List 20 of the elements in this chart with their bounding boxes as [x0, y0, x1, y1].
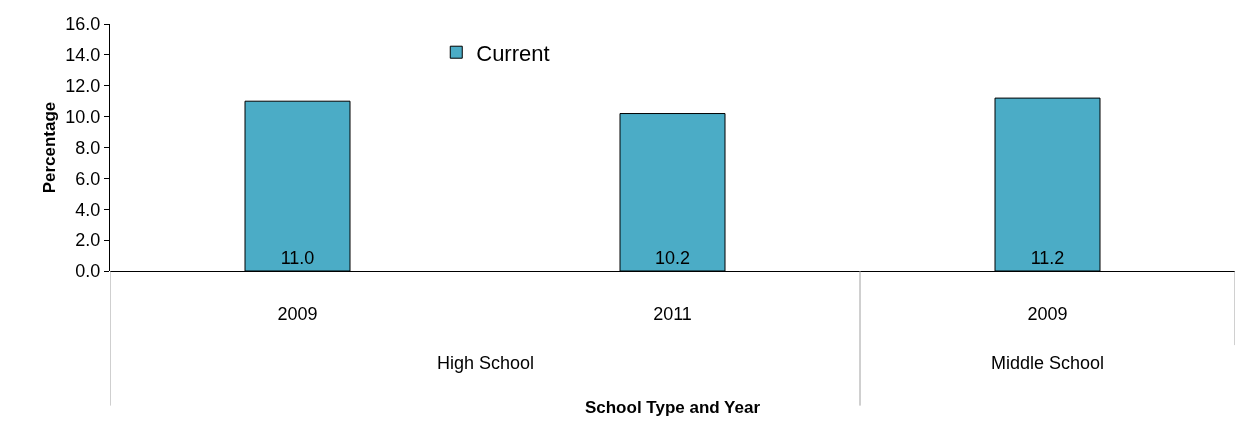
- legend-label: Current: [476, 40, 550, 66]
- y-tick-label: 10.0: [65, 106, 101, 127]
- y-tick-label: 4.0: [75, 199, 101, 220]
- x-tick-label: 2011: [653, 304, 692, 324]
- y-tick-label: 6.0: [75, 168, 101, 189]
- x-tick-label: 2009: [1027, 304, 1068, 324]
- text: Middle School: [991, 353, 1105, 373]
- y-tick-label: 2.0: [75, 230, 101, 251]
- x-tick-label: 2009: [277, 304, 318, 324]
- y-tick-label: 8.0: [75, 137, 101, 158]
- y-tick-label: 14.0: [65, 45, 101, 66]
- x-axis-title: School Type and Year: [584, 398, 761, 418]
- data-label: 11.0: [280, 248, 315, 268]
- data-label: 10.2: [654, 248, 691, 268]
- text: High School: [437, 353, 535, 373]
- y-tick-label: 0.0: [75, 261, 101, 282]
- y-tick-label: 12.0: [65, 76, 101, 97]
- data-label: 11.2: [1030, 248, 1065, 268]
- y-tick-label: 16.0: [65, 14, 101, 35]
- y-axis-title: Percentage: [39, 101, 59, 194]
